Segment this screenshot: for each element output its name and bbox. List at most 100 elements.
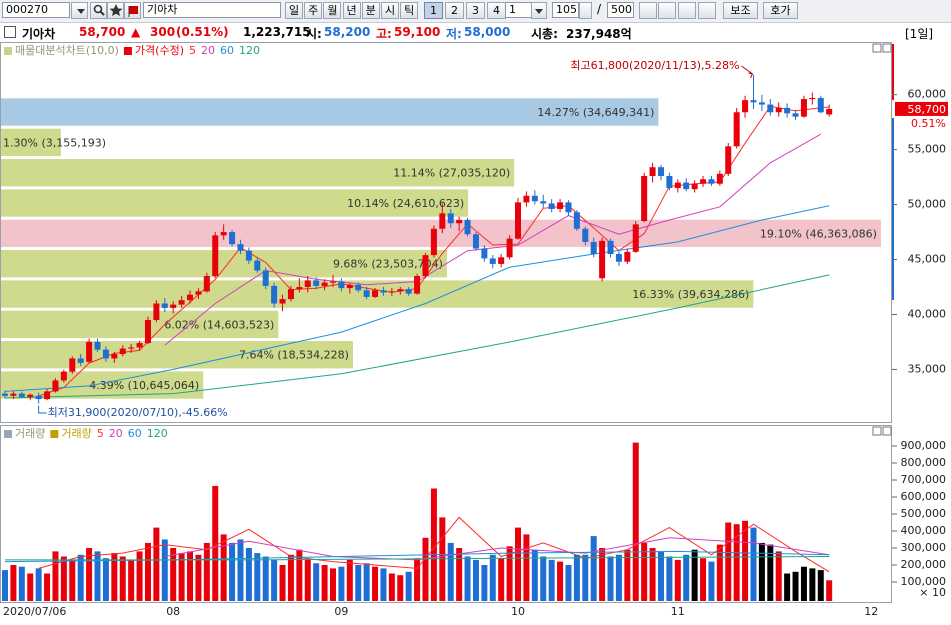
count-spinner[interactable] bbox=[579, 2, 592, 19]
candle-body bbox=[178, 300, 185, 305]
low-annotation: 최저31,900(2020/07/10),-45.66% bbox=[48, 406, 228, 419]
y-tick-label: 50,000 bbox=[908, 198, 947, 211]
candle-body bbox=[10, 393, 17, 396]
page-button[interactable]: 4 bbox=[487, 2, 506, 19]
group-button[interactable] bbox=[124, 2, 141, 19]
new-window-button[interactable] bbox=[639, 2, 657, 19]
candle-body bbox=[86, 341, 93, 362]
volume-bar bbox=[18, 566, 25, 601]
volume-profile-bar bbox=[1, 98, 659, 126]
candle-body bbox=[94, 341, 101, 350]
candle-body bbox=[52, 380, 59, 392]
period-button[interactable]: 주 bbox=[304, 2, 323, 19]
volume-bar bbox=[111, 553, 118, 601]
separator: / bbox=[597, 2, 602, 16]
pane-button[interactable] bbox=[872, 426, 882, 436]
period-button[interactable]: 분 bbox=[361, 2, 380, 19]
checkbox[interactable] bbox=[4, 26, 16, 38]
y-tick-label: 40,000 bbox=[908, 307, 947, 320]
stock-code-input[interactable]: 000270 bbox=[2, 2, 70, 18]
candle-body bbox=[472, 234, 479, 249]
favorite-button[interactable] bbox=[107, 2, 124, 19]
volume-bar bbox=[599, 548, 606, 601]
candle-body bbox=[102, 349, 109, 359]
candle-body bbox=[397, 289, 404, 292]
volume-bar bbox=[372, 566, 379, 601]
pane-button[interactable] bbox=[872, 43, 882, 53]
volume-profile-bar bbox=[1, 341, 353, 369]
pane-button[interactable] bbox=[882, 426, 892, 436]
max-count[interactable]: 500 bbox=[607, 2, 634, 18]
volume-bar bbox=[355, 565, 362, 601]
volume-bar bbox=[733, 524, 740, 601]
candle-body bbox=[515, 202, 522, 239]
volume-bar bbox=[170, 548, 177, 601]
candle-body bbox=[355, 284, 362, 291]
page-button[interactable]: 1 bbox=[424, 2, 443, 19]
volume-bar bbox=[203, 542, 210, 601]
period-button[interactable]: 년 bbox=[342, 2, 361, 19]
candle-body bbox=[27, 394, 34, 397]
candle-body bbox=[405, 289, 412, 294]
period-button[interactable]: 일 bbox=[285, 2, 303, 19]
volume-bar bbox=[195, 554, 202, 601]
save-button[interactable] bbox=[658, 2, 676, 19]
pane-button[interactable] bbox=[882, 43, 892, 53]
toolbar-button[interactable]: 보조 bbox=[723, 2, 758, 19]
legend-entry: 60 bbox=[220, 44, 234, 57]
volume-bar bbox=[380, 568, 387, 601]
moving-average-line bbox=[164, 537, 830, 561]
candle-body bbox=[271, 285, 278, 304]
candle-body bbox=[557, 202, 564, 209]
period-button[interactable]: 월 bbox=[323, 2, 342, 19]
candle-body bbox=[296, 287, 303, 290]
volume-bar bbox=[397, 575, 404, 601]
current-change-label: 0.51% bbox=[911, 117, 946, 130]
page-button[interactable]: 2 bbox=[445, 2, 464, 19]
volume-bar bbox=[657, 551, 664, 601]
period-button[interactable]: 틱 bbox=[400, 2, 419, 19]
volume-bar bbox=[287, 554, 294, 601]
volume-bar bbox=[590, 536, 597, 601]
interval-dropdown[interactable] bbox=[531, 2, 547, 19]
candle-body bbox=[573, 212, 580, 229]
candle-body bbox=[237, 244, 244, 251]
candle-body bbox=[792, 113, 799, 117]
volume-bar bbox=[144, 542, 151, 601]
candle-body bbox=[489, 258, 496, 264]
settings-button[interactable] bbox=[678, 2, 696, 19]
search-button[interactable] bbox=[90, 2, 107, 19]
period-button[interactable]: 시 bbox=[381, 2, 399, 19]
volume-bar bbox=[531, 549, 538, 601]
count-input[interactable]: 105 bbox=[552, 2, 579, 18]
volume-bar bbox=[153, 527, 160, 601]
high-value: 59,100 bbox=[394, 25, 441, 39]
volume-bar bbox=[464, 556, 471, 601]
candle-body bbox=[523, 195, 530, 203]
candle-body bbox=[439, 213, 446, 229]
x-tick-label: 12 bbox=[864, 605, 878, 618]
volume-bar bbox=[548, 559, 555, 601]
volume-bar bbox=[649, 548, 656, 601]
volume-bar bbox=[296, 549, 303, 601]
candle-body bbox=[195, 291, 202, 295]
y-tick-label: 300,000 bbox=[901, 541, 947, 554]
legend-entry: 거래량 bbox=[61, 427, 91, 440]
move-button[interactable] bbox=[698, 2, 716, 19]
high-annotation: 최고61,800(2020/11/13),5.28% bbox=[570, 59, 739, 72]
interval-input[interactable]: 1 bbox=[505, 2, 532, 18]
volume-bar bbox=[161, 539, 168, 601]
volume-bar bbox=[69, 559, 76, 601]
y-tick-label: 100,000 bbox=[901, 575, 947, 588]
candle-body bbox=[498, 257, 505, 264]
volume-bar bbox=[472, 559, 479, 601]
candle-body bbox=[784, 107, 791, 114]
volume-bar bbox=[716, 544, 723, 601]
toolbar-button[interactable]: 호가 bbox=[763, 2, 798, 19]
candle-body bbox=[119, 348, 126, 355]
code-dropdown[interactable] bbox=[71, 2, 88, 19]
candle-body bbox=[742, 100, 749, 113]
volume-bar bbox=[422, 537, 429, 601]
page-button[interactable]: 3 bbox=[466, 2, 485, 19]
volume-bar bbox=[27, 573, 34, 601]
